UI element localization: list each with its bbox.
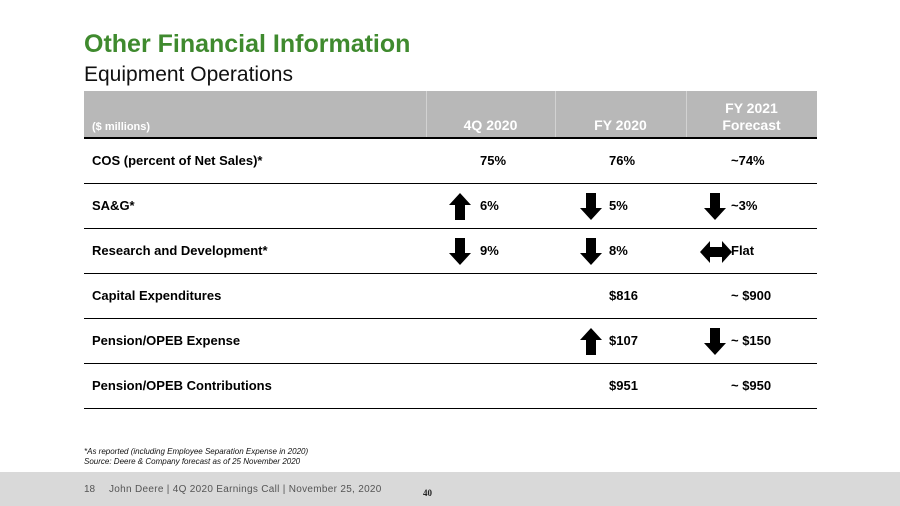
cell-fy-2020: $107 <box>609 333 638 348</box>
cell-q4-2020: 75% <box>480 153 507 168</box>
table-header: ($ millions) 4Q 2020 FY 2020 FY 2021 For… <box>84 91 817 139</box>
page-subtitle: Equipment Operations <box>84 63 293 86</box>
row-label: Pension/OPEB Expense <box>92 333 241 348</box>
table-row: Pension/OPEB Expense $107 ~ $150 <box>84 319 817 364</box>
table-row: SA&G* 6% 5% ~3% <box>84 184 817 229</box>
left-right-arrow-icon <box>700 241 732 268</box>
cell-fy-2021: ~ $150 <box>731 333 772 348</box>
table-row: Pension/OPEB Contributions $951 ~ $950 <box>84 364 817 409</box>
cell-fy-2020: 76% <box>609 153 636 168</box>
financial-table: ($ millions) 4Q 2020 FY 2020 FY 2021 For… <box>84 91 817 409</box>
unit-label: ($ millions) <box>92 121 151 133</box>
column-header-fy-2021-forecast: FY 2021 Forecast <box>686 100 817 134</box>
row-label: SA&G* <box>92 198 135 213</box>
cell-fy-2020: 8% <box>609 243 628 258</box>
column-header-forecast: Forecast <box>722 117 781 133</box>
footnote-as-reported: *As reported (including Employee Separat… <box>84 447 309 456</box>
column-header-fy-2021: FY 2021 <box>725 100 778 116</box>
up-arrow-icon <box>580 328 602 360</box>
cell-fy-2021: ~3% <box>731 198 758 213</box>
cell-fy-2020: $816 <box>609 288 638 303</box>
down-arrow-icon <box>449 238 471 270</box>
page-number: 18 <box>84 484 96 495</box>
column-divider <box>426 91 427 137</box>
down-arrow-icon <box>580 193 602 225</box>
table-body: COS (percent of Net Sales)* 75% 76% ~74% SA&… <box>84 139 817 409</box>
cell-fy-2021: ~ $950 <box>731 378 772 393</box>
column-divider <box>686 91 687 137</box>
row-label: Capital Expenditures <box>92 288 222 303</box>
row-label: COS (percent of Net Sales)* <box>92 153 263 168</box>
row-label: Pension/OPEB Contributions <box>92 378 272 393</box>
table-row: COS (percent of Net Sales)* 75% 76% ~74% <box>84 139 817 184</box>
cell-fy-2020: $951 <box>609 378 638 393</box>
column-divider <box>555 91 556 137</box>
cell-fy-2020: 5% <box>609 198 628 213</box>
cell-fy-2021: ~ $900 <box>731 288 772 303</box>
up-arrow-icon <box>449 193 471 225</box>
column-header-4q-2020: 4Q 2020 <box>463 117 518 133</box>
row-label: Research and Development* <box>92 243 268 258</box>
cell-q4-2020: 6% <box>480 198 499 213</box>
cell-fy-2021: Flat <box>731 243 755 258</box>
cell-fy-2021: ~74% <box>731 153 765 168</box>
page-title: Other Financial Information <box>84 30 411 58</box>
cell-q4-2020: 9% <box>480 243 499 258</box>
table-row: Capital Expenditures $816 ~ $900 <box>84 274 817 319</box>
column-header-fy-2020: FY 2020 <box>594 117 647 133</box>
footnote-source: Source: Deere & Company forecast as of 2… <box>84 457 301 466</box>
slide-number: 40 <box>423 488 432 498</box>
footer-bar: 18 John Deere | 4Q 2020 Earnings Call | … <box>0 472 900 506</box>
down-arrow-icon <box>580 238 602 270</box>
table-row: Research and Development* 9% 8% Flat <box>84 229 817 274</box>
down-arrow-icon <box>704 193 726 225</box>
footer-caption: John Deere | 4Q 2020 Earnings Call | Nov… <box>109 484 382 495</box>
footnotes: *As reported (including Employee Separat… <box>84 447 308 467</box>
down-arrow-icon <box>704 328 726 360</box>
